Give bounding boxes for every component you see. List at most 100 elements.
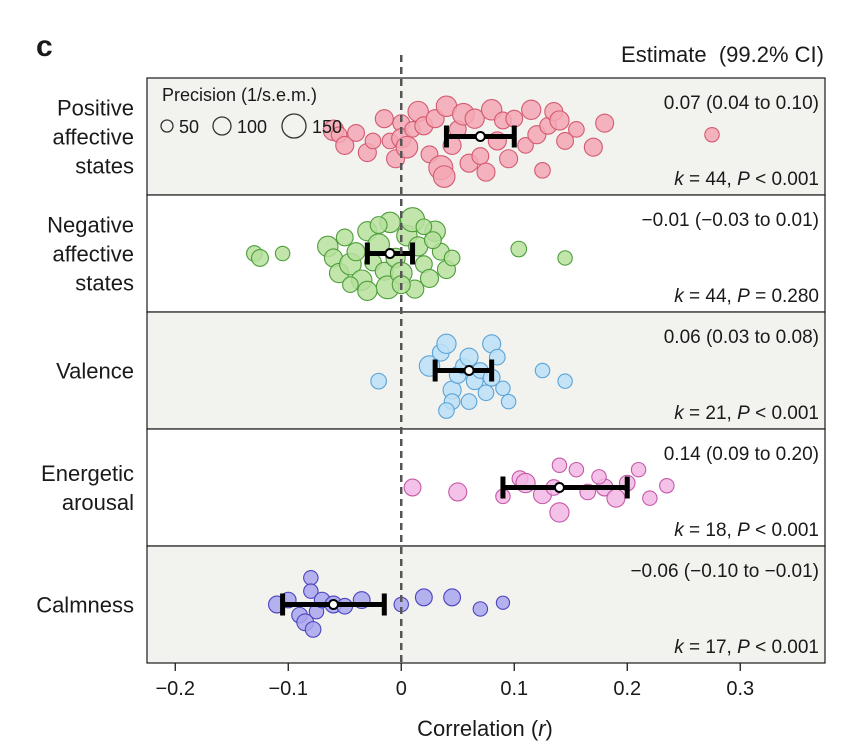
data-point bbox=[346, 242, 366, 262]
estimate-text: −0.06 (−0.10 to −0.01) bbox=[630, 561, 819, 582]
data-point bbox=[369, 216, 388, 234]
data-point bbox=[459, 347, 479, 367]
data-point bbox=[357, 280, 378, 302]
data-point bbox=[495, 595, 511, 610]
data-point bbox=[591, 469, 607, 485]
data-points bbox=[322, 95, 720, 188]
estimate-point bbox=[327, 599, 339, 610]
row-label: Negative bbox=[47, 213, 134, 238]
estimate-text: 0.06 (0.03 to 0.08) bbox=[664, 327, 819, 348]
row-label: arousal bbox=[62, 490, 134, 515]
x-tick-label: 0.1 bbox=[500, 678, 528, 700]
row-label: Calmness bbox=[36, 593, 134, 618]
panel-4: Calmness −0.06 (−0.10 to −0.01) k = 17, P … bbox=[36, 545, 826, 664]
x-axis: −0.2 −0.1 0 0.1 0.2 0.3 bbox=[156, 663, 754, 700]
data-point bbox=[534, 362, 551, 379]
data-point bbox=[370, 372, 388, 390]
row-label: Positive bbox=[57, 96, 134, 121]
data-point bbox=[423, 231, 442, 250]
row-label: Valence bbox=[56, 359, 134, 384]
data-point bbox=[606, 488, 626, 508]
data-point bbox=[583, 137, 603, 157]
data-point bbox=[342, 276, 359, 294]
k-p-text: k = 44, P = 0.280 bbox=[674, 286, 819, 307]
data-point bbox=[443, 249, 461, 267]
data-point bbox=[414, 588, 433, 607]
data-point bbox=[448, 482, 468, 502]
data-point bbox=[438, 402, 455, 419]
panel-0: Positive affective states 0.07 (0.04 to 0.1… bbox=[52, 77, 826, 196]
data-point bbox=[534, 161, 551, 179]
data-point bbox=[251, 249, 269, 267]
legend-title: Precision (1/s.e.m.) bbox=[162, 85, 317, 105]
data-point bbox=[364, 132, 382, 150]
data-point bbox=[595, 113, 615, 133]
estimate-text: −0.01 (−0.03 to 0.01) bbox=[642, 210, 819, 231]
data-point bbox=[432, 165, 456, 188]
x-tick-label: −0.1 bbox=[269, 678, 308, 700]
data-point bbox=[274, 245, 291, 262]
data-point bbox=[499, 149, 519, 169]
legend-label: 50 bbox=[179, 117, 199, 137]
k-p-text: k = 21, P < 0.001 bbox=[674, 403, 819, 424]
row-label: affective bbox=[52, 242, 134, 267]
k-p-text: k = 17, P < 0.001 bbox=[674, 637, 819, 658]
panels: Positive affective states 0.07 (0.04 to 0.1… bbox=[36, 55, 826, 664]
estimate-header: Estimate (99.2% CI) bbox=[621, 42, 824, 67]
data-point bbox=[374, 109, 394, 129]
legend-circle bbox=[160, 119, 174, 133]
legend-circle bbox=[212, 116, 232, 136]
data-point bbox=[471, 147, 490, 166]
data-point bbox=[476, 162, 496, 182]
legend-circle bbox=[281, 113, 307, 139]
estimate-text: 0.14 (0.09 to 0.20) bbox=[664, 444, 819, 465]
data-point bbox=[549, 110, 570, 131]
data-point bbox=[472, 601, 489, 617]
data-point bbox=[419, 268, 440, 288]
data-points bbox=[370, 333, 573, 419]
row-label: states bbox=[75, 271, 134, 296]
data-point bbox=[415, 218, 433, 236]
panel-label: c bbox=[36, 30, 53, 63]
data-point bbox=[517, 137, 534, 154]
row-label: affective bbox=[52, 125, 134, 150]
data-point bbox=[500, 393, 517, 410]
data-point bbox=[704, 126, 720, 143]
x-tick-label: 0 bbox=[396, 678, 407, 700]
data-point bbox=[642, 490, 658, 506]
estimate-text: 0.07 (0.04 to 0.10) bbox=[664, 93, 819, 114]
data-point bbox=[495, 380, 511, 397]
data-point bbox=[557, 373, 573, 389]
x-tick-label: 0.3 bbox=[726, 678, 754, 700]
data-point bbox=[521, 99, 542, 120]
data-point bbox=[549, 502, 570, 523]
data-point bbox=[335, 135, 355, 155]
data-point bbox=[557, 250, 573, 266]
data-point bbox=[630, 461, 647, 478]
data-point bbox=[568, 121, 585, 138]
panel-3: Energetic arousal 0.14 (0.09 to 0.20) k = 1… bbox=[41, 428, 826, 547]
data-points bbox=[403, 457, 675, 523]
data-point bbox=[556, 132, 575, 150]
data-point bbox=[303, 583, 319, 599]
data-point bbox=[505, 109, 524, 128]
data-point bbox=[395, 135, 419, 159]
panel-background bbox=[146, 428, 826, 547]
precision-legend: Precision (1/s.e.m.) 50 100 150 bbox=[160, 85, 342, 139]
estimate-point bbox=[384, 248, 396, 259]
data-point bbox=[510, 240, 528, 258]
data-point bbox=[477, 384, 495, 402]
x-tick-label: −0.2 bbox=[156, 678, 195, 700]
k-p-text: k = 44, P < 0.001 bbox=[674, 169, 819, 190]
estimate-point bbox=[474, 131, 486, 142]
panel-1: Negative affective states −0.01 (−0.03 to 0… bbox=[47, 194, 826, 313]
data-points bbox=[246, 207, 573, 302]
row-label: Energetic bbox=[41, 461, 134, 486]
k-p-text: k = 18, P < 0.001 bbox=[674, 520, 819, 541]
estimate-point bbox=[553, 482, 565, 493]
data-point bbox=[403, 478, 422, 497]
data-point bbox=[460, 393, 478, 411]
data-point bbox=[568, 461, 585, 478]
data-point bbox=[304, 621, 322, 638]
